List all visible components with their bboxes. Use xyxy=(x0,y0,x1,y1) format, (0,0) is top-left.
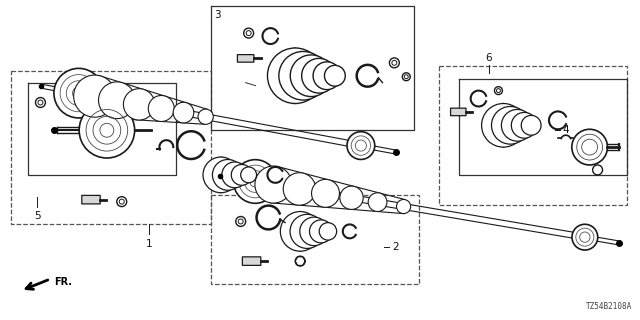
Circle shape xyxy=(279,52,328,100)
Circle shape xyxy=(347,132,375,159)
Circle shape xyxy=(301,58,337,93)
Circle shape xyxy=(280,212,320,251)
Circle shape xyxy=(255,166,292,203)
Circle shape xyxy=(312,180,339,207)
Circle shape xyxy=(497,89,500,92)
Circle shape xyxy=(319,223,337,240)
Circle shape xyxy=(116,197,127,207)
Circle shape xyxy=(268,48,323,103)
Circle shape xyxy=(521,116,541,135)
Circle shape xyxy=(35,98,45,108)
FancyBboxPatch shape xyxy=(82,196,100,204)
Circle shape xyxy=(481,103,525,147)
Circle shape xyxy=(511,112,537,138)
Text: 6: 6 xyxy=(485,53,492,63)
Text: 1: 1 xyxy=(146,239,153,249)
Circle shape xyxy=(238,219,243,224)
Text: FR.: FR. xyxy=(54,277,72,287)
Circle shape xyxy=(310,220,333,243)
Circle shape xyxy=(38,100,43,105)
Circle shape xyxy=(234,160,277,203)
Circle shape xyxy=(241,167,257,183)
Circle shape xyxy=(148,95,174,122)
Circle shape xyxy=(79,102,134,158)
Circle shape xyxy=(572,224,598,250)
Circle shape xyxy=(124,89,155,120)
Circle shape xyxy=(290,214,324,248)
Circle shape xyxy=(404,75,408,79)
Circle shape xyxy=(231,164,252,185)
Text: 3: 3 xyxy=(214,10,221,20)
Circle shape xyxy=(572,129,607,165)
Circle shape xyxy=(173,102,194,123)
Circle shape xyxy=(244,28,253,38)
Text: 2: 2 xyxy=(392,242,399,252)
Circle shape xyxy=(284,173,316,205)
Circle shape xyxy=(593,165,602,175)
Circle shape xyxy=(203,157,239,193)
Circle shape xyxy=(212,159,243,190)
Circle shape xyxy=(397,199,411,214)
Circle shape xyxy=(295,256,305,266)
Circle shape xyxy=(403,73,410,81)
Circle shape xyxy=(495,87,502,95)
Circle shape xyxy=(236,217,246,227)
Circle shape xyxy=(246,31,251,36)
Circle shape xyxy=(222,162,248,188)
Circle shape xyxy=(340,186,363,209)
Circle shape xyxy=(389,58,399,68)
Circle shape xyxy=(501,109,533,141)
Circle shape xyxy=(313,62,341,90)
FancyBboxPatch shape xyxy=(237,55,254,62)
Text: TZ54B2108A: TZ54B2108A xyxy=(586,302,632,311)
Circle shape xyxy=(368,193,387,212)
Text: 5: 5 xyxy=(34,211,41,220)
Circle shape xyxy=(300,217,328,246)
Circle shape xyxy=(324,65,345,86)
Circle shape xyxy=(291,55,332,97)
Circle shape xyxy=(392,60,397,65)
Circle shape xyxy=(198,109,213,124)
Circle shape xyxy=(119,199,124,204)
Circle shape xyxy=(99,82,135,119)
FancyBboxPatch shape xyxy=(451,108,466,116)
Circle shape xyxy=(492,107,529,144)
Circle shape xyxy=(74,75,116,117)
Circle shape xyxy=(54,68,104,118)
Text: 4: 4 xyxy=(563,125,570,135)
FancyBboxPatch shape xyxy=(243,257,261,265)
